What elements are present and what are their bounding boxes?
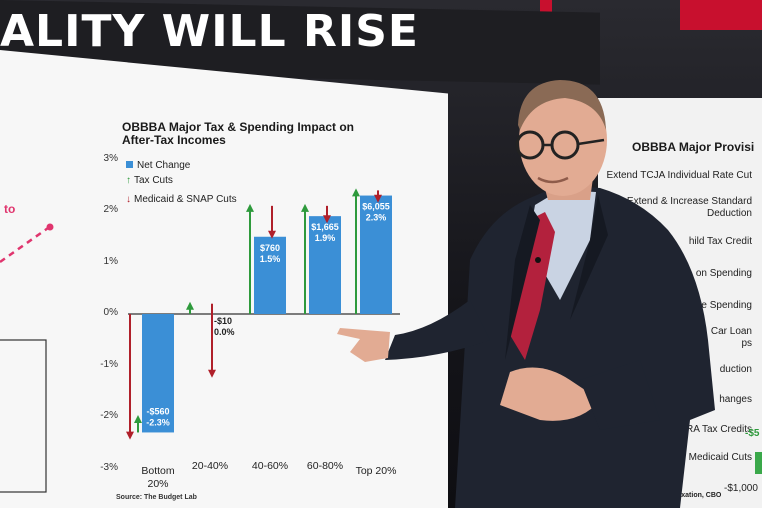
medicaid-cut-arrowhead <box>374 194 382 203</box>
medicaid-cut-arrowhead <box>323 215 331 224</box>
provision-item: duction <box>719 364 752 375</box>
chart-title: OBBBA Major Tax & Spending Impact on Aft… <box>122 120 355 147</box>
provision-item: e Spending <box>701 300 752 311</box>
chart-source: Source: The Budget Lab <box>116 494 197 501</box>
x-tick-label: 60-80% <box>306 460 344 472</box>
legend-tax-cuts: ↑ Tax Cuts <box>126 175 173 186</box>
red-accent-bar <box>680 0 762 30</box>
x-tick-label: Top 20% <box>355 465 397 477</box>
x-tick-label: 20-40% <box>191 460 229 472</box>
net-change-bar <box>309 216 341 314</box>
medicaid-cut-arrowhead <box>208 369 216 378</box>
provisions-title: OBBBA Major Provisi <box>632 140 755 154</box>
medicaid-cut-arrowhead <box>268 230 276 239</box>
provision-item: Medicaid Cuts <box>688 452 752 463</box>
tax-cut-arrowhead <box>246 203 254 212</box>
tax-cut-arrowhead <box>134 415 142 423</box>
y-tick-label: 0% <box>103 307 118 318</box>
square-icon <box>126 161 133 168</box>
data-label: 1.9% <box>315 233 336 243</box>
headline-text: ALITY WILL RISE <box>0 6 419 57</box>
axis-fragment: -$1,000 <box>724 483 758 494</box>
provision-item: Extend TCJA Individual Rate Cut <box>606 170 752 181</box>
x-tick-label: 40-60% <box>251 460 289 472</box>
x-tick-label: Bottom 20% <box>141 465 175 490</box>
data-label: -2.3% <box>146 417 170 427</box>
y-tick-label: -2% <box>100 410 118 421</box>
provision-item: hild Tax Credit <box>688 236 752 247</box>
tax-cut-arrowhead <box>301 203 309 212</box>
data-label: $1,665 <box>311 222 339 232</box>
data-label: -$10 <box>214 316 232 326</box>
data-label: 0.0% <box>214 327 235 337</box>
provision-item: hanges <box>719 394 752 405</box>
legend-medicaid: ↓ Medicaid & SNAP Cuts <box>126 194 237 205</box>
net-change-bar <box>142 314 174 433</box>
net-change-bar <box>254 236 286 314</box>
tax-cut-arrowhead <box>186 301 194 310</box>
provision-item: se Out IRA Tax Credits <box>651 424 752 435</box>
y-tick-label: 2% <box>103 204 118 215</box>
arrow-up-icon: ↑ <box>126 175 131 186</box>
provision-item: Extend & Increase Standard Deduction <box>626 196 752 219</box>
provision-item: on Spending <box>695 268 752 279</box>
provision-item: Car Loan ps <box>710 326 752 349</box>
medicaid-cut-arrowhead <box>126 431 134 440</box>
arrow-down-icon: ↓ <box>126 194 131 205</box>
data-label: 2.3% <box>366 213 387 223</box>
data-label: $760 <box>260 243 280 253</box>
y-tick-label: 3% <box>103 152 118 164</box>
y-tick-label: -3% <box>100 461 118 473</box>
y-tick-label: -1% <box>100 358 118 370</box>
green-bar-fragment <box>755 452 762 474</box>
data-label: 1.5% <box>260 254 281 264</box>
net-change-bar <box>360 195 392 314</box>
legend-net-change: Net Change <box>126 160 190 171</box>
data-label: $6,055 <box>362 202 390 212</box>
value-fragment: -$5 <box>745 428 760 439</box>
y-tick-label: 1% <box>103 255 118 267</box>
tax-cut-arrowhead <box>352 188 360 197</box>
partial-label: to <box>4 202 16 216</box>
data-label: -$560 <box>146 406 169 416</box>
